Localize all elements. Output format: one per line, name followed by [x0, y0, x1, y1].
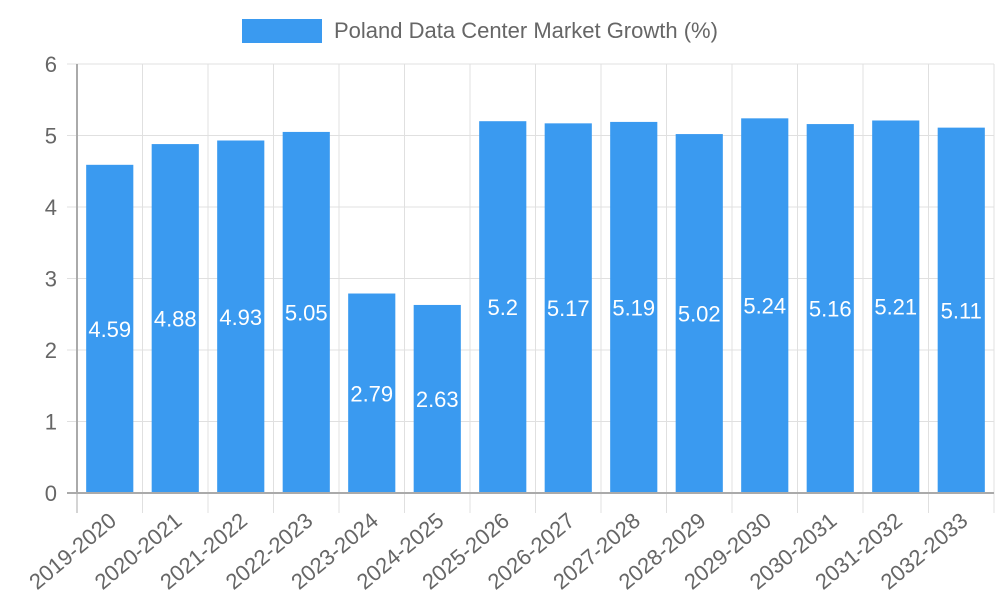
bar[interactable]: [937, 127, 985, 493]
data-labels: 4.59 4.88 4.93 5.05 2.79 2.63 5.2 5.17 5.19 5.02 5…: [88, 294, 982, 412]
data-label: 5.02: [678, 302, 721, 327]
bar[interactable]: [741, 118, 789, 493]
grid-lines: [67, 63, 995, 513]
chart-legend[interactable]: Poland Data Center Market Growth (%): [242, 18, 718, 44]
y-tick-label: 6: [45, 52, 57, 77]
data-label: 4.88: [154, 307, 197, 332]
x-axis-tick-labels: 2019-20202020-20212021-20222022-20232023…: [24, 508, 972, 595]
data-label: 5.17: [547, 296, 590, 321]
bar[interactable]: [806, 124, 854, 493]
y-tick-label: 4: [45, 195, 57, 220]
bar[interactable]: [217, 140, 265, 493]
bar[interactable]: [86, 164, 134, 493]
bar[interactable]: [544, 123, 592, 493]
data-label: 4.93: [219, 305, 262, 330]
data-label: 5.24: [743, 294, 786, 319]
data-label: 5.19: [612, 295, 655, 320]
bar[interactable]: [348, 293, 396, 493]
data-label: 5.11: [941, 298, 982, 323]
data-label: 2.79: [350, 381, 393, 406]
data-label: 5.21: [874, 295, 917, 320]
data-label: 4.59: [88, 317, 131, 342]
bar[interactable]: [151, 144, 199, 493]
y-tick-label: 0: [45, 481, 57, 506]
bar[interactable]: [413, 304, 461, 493]
y-tick-label: 2: [45, 338, 57, 363]
y-tick-label: 1: [45, 410, 57, 435]
bar[interactable]: [872, 120, 920, 494]
data-label: 5.05: [285, 300, 328, 325]
legend-swatch: [242, 19, 322, 43]
legend-label: Poland Data Center Market Growth (%): [334, 18, 718, 43]
axes: [67, 64, 994, 494]
data-label: 5.16: [809, 297, 852, 322]
bar[interactable]: [610, 121, 658, 493]
data-label: 5.2: [487, 295, 518, 320]
data-label: 2.63: [416, 387, 459, 412]
y-tick-label: 3: [45, 267, 57, 292]
bar[interactable]: [675, 134, 723, 493]
bars: [86, 118, 985, 494]
bar[interactable]: [282, 131, 330, 494]
y-axis-tick-labels: 0 1 2 3 4 5 6: [45, 52, 57, 506]
y-tick-label: 5: [45, 124, 57, 149]
bar[interactable]: [479, 121, 527, 493]
